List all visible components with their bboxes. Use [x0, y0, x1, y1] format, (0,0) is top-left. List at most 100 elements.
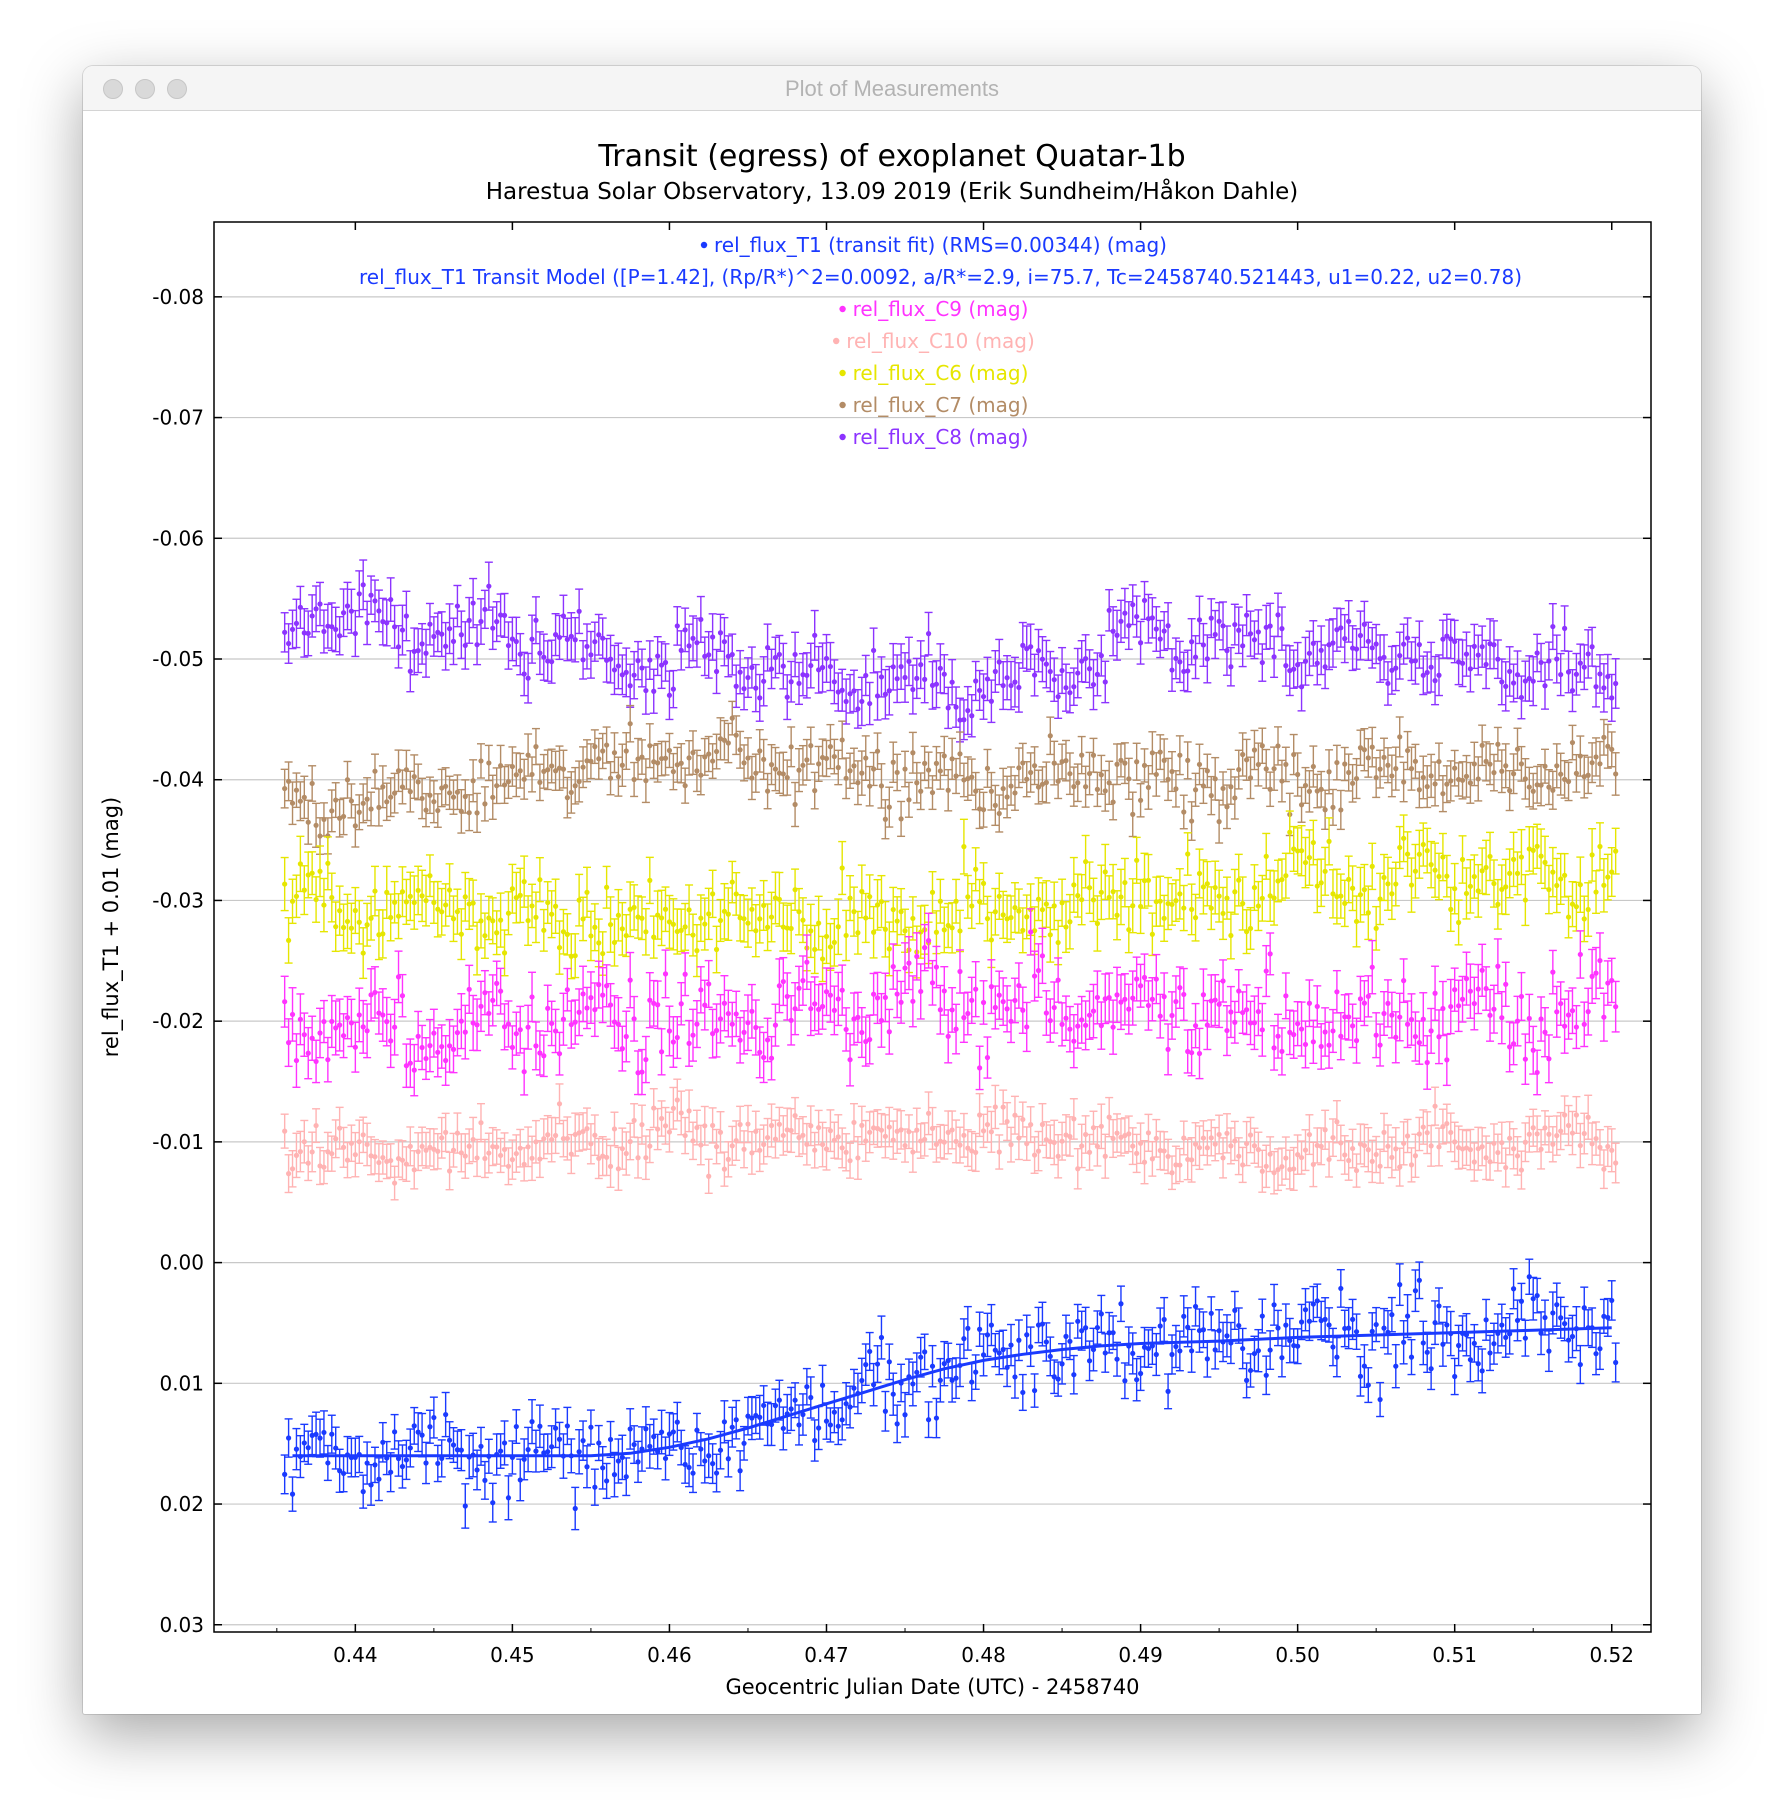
data-point: [1234, 853, 1243, 907]
data-point: [476, 1426, 485, 1466]
data-point: [999, 977, 1008, 1027]
data-point: [1215, 869, 1224, 923]
data-point: [1144, 853, 1153, 907]
data-point: [1116, 1285, 1125, 1323]
data-point: [653, 1107, 662, 1151]
data-point: [1250, 729, 1259, 771]
data-point: [1438, 1108, 1447, 1145]
data-point: [1018, 1101, 1027, 1138]
data-point: [869, 627, 878, 674]
data-point: [736, 649, 745, 695]
data-point: [626, 951, 635, 1009]
data-point: [1109, 999, 1118, 1055]
minimize-window-button[interactable]: [135, 79, 155, 99]
data-point: [504, 621, 513, 670]
legend: rel_flux_T1 (transit fit) (RMS=0.00344) …: [359, 233, 1522, 449]
data-point: [865, 874, 874, 920]
data-point: [445, 1151, 454, 1191]
legend-item: rel_flux_C9 (mag): [839, 297, 1028, 321]
data-point: [959, 762, 968, 798]
x-tick-label: 0.44: [333, 1643, 378, 1667]
data-point: [1215, 799, 1224, 844]
data-point: [755, 673, 764, 722]
data-point: [433, 1444, 442, 1483]
data-point: [893, 1404, 902, 1444]
data-point: [987, 771, 996, 811]
data-point: [1387, 991, 1396, 1039]
data-point: [1156, 875, 1165, 927]
x-tick-label: 0.45: [490, 1643, 535, 1667]
data-point: [465, 596, 474, 644]
data-point: [1493, 726, 1502, 762]
data-point: [547, 1425, 556, 1469]
data-point: [991, 784, 1000, 827]
data-point: [1156, 1307, 1165, 1345]
data-point: [822, 1127, 831, 1171]
data-point: [1065, 893, 1074, 950]
data-point: [1603, 960, 1612, 1006]
data-point: [1442, 1306, 1451, 1344]
data-point: [363, 600, 372, 646]
data-point: [1560, 852, 1569, 898]
data-point: [881, 972, 890, 1023]
data-point: [908, 975, 917, 1028]
data-point: [1160, 972, 1169, 1022]
y-tick-label: 0.02: [159, 1492, 204, 1516]
data-point: [1544, 1115, 1553, 1153]
data-point: [551, 878, 560, 934]
data-point: [826, 641, 835, 692]
data-point: [547, 890, 556, 939]
data-point: [1434, 742, 1443, 781]
data-point: [944, 1110, 953, 1155]
zoom-window-button[interactable]: [167, 79, 187, 99]
data-point: [476, 598, 485, 645]
data-point: [1411, 743, 1420, 779]
data-point: [367, 895, 376, 941]
data-point: [653, 636, 662, 677]
legend-marker: [839, 433, 846, 441]
data-point: [1014, 888, 1023, 934]
data-point: [1328, 1327, 1337, 1367]
data-point: [1442, 854, 1451, 898]
data-point: [999, 660, 1008, 711]
data-point: [959, 1112, 968, 1158]
data-point: [1215, 980, 1224, 1029]
data-point: [602, 637, 611, 683]
data-point: [689, 730, 697, 776]
data-point: [1592, 665, 1601, 708]
data-point: [1297, 825, 1306, 877]
data-point: [312, 585, 321, 633]
data-point: [853, 760, 862, 806]
data-point: [1164, 1373, 1173, 1410]
data-point: [1230, 776, 1239, 820]
data-point: [912, 761, 921, 804]
close-window-button[interactable]: [103, 79, 123, 99]
data-point: [983, 895, 992, 942]
data-point: [398, 1444, 407, 1489]
data-point: [704, 959, 713, 1008]
data-point: [1560, 1305, 1569, 1342]
data-point: [1407, 1338, 1416, 1376]
data-point: [1438, 832, 1447, 882]
data-point: [798, 897, 807, 944]
data-point: [665, 670, 674, 721]
data-point: [1403, 617, 1412, 659]
data-point: [563, 776, 572, 819]
legend-label: rel_flux_C9 (mag): [853, 297, 1029, 321]
data-point: [567, 771, 576, 814]
data-point: [429, 616, 438, 657]
data-point: [1533, 633, 1542, 673]
data-point: [1438, 980, 1447, 1037]
data-point: [284, 623, 293, 664]
data-point: [1403, 730, 1412, 771]
data-point: [347, 902, 356, 954]
legend-label: rel_flux_C7 (mag): [853, 393, 1029, 417]
data-point: [877, 763, 886, 809]
data-point: [378, 597, 387, 646]
window-titlebar[interactable]: Plot of Measurements: [83, 66, 1701, 111]
data-point: [1148, 977, 1157, 1022]
data-point: [582, 1445, 591, 1489]
data-point: [1501, 961, 1510, 1007]
data-point: [1595, 740, 1604, 787]
data-point: [1568, 669, 1577, 713]
